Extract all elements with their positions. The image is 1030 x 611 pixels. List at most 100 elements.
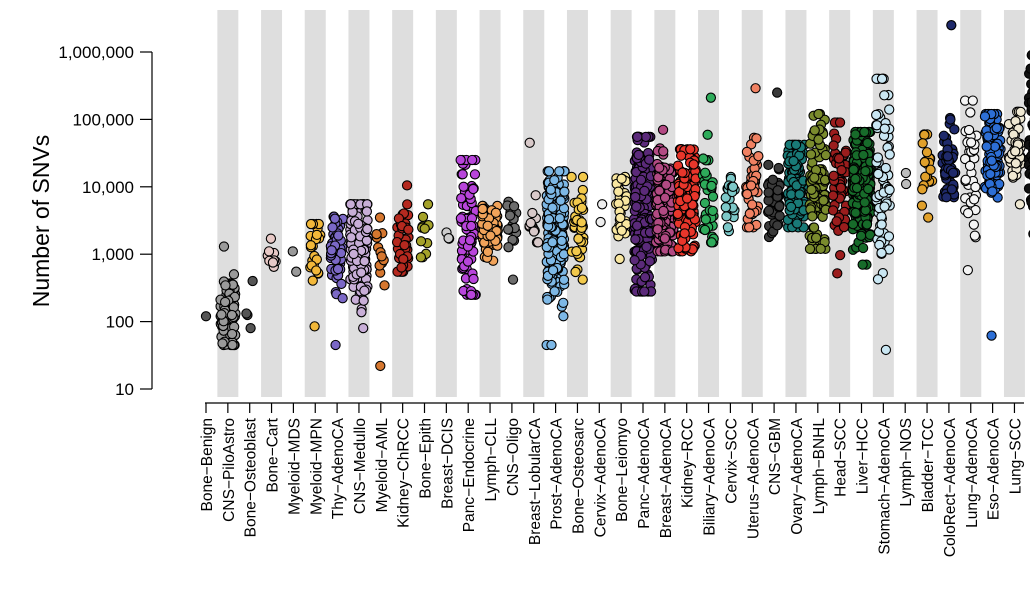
point-myeloid-mpn <box>305 240 317 251</box>
point-ovary-adenoca <box>790 139 802 150</box>
point-kidney-chrcc <box>401 180 413 191</box>
point-uterus-adenoca <box>751 133 762 144</box>
point-lymph-bnhl <box>805 149 817 160</box>
point-cns-oligo <box>503 224 514 235</box>
point-skin-melanoma <box>1026 50 1030 60</box>
point-cervix-adenoca <box>597 199 608 210</box>
point-kidney-rcc <box>688 159 699 170</box>
point-myeloid-mds <box>291 266 302 277</box>
point-bone-cart <box>267 257 279 268</box>
x-tick-label-cervix-adenoca: Cervix−AdenoCA <box>592 417 609 537</box>
x-tick-label-breast-dcis: Breast−DCIS <box>439 418 456 509</box>
point-eso-adenoca <box>986 330 997 341</box>
point-myeloid-mpn <box>311 229 323 241</box>
point-lymph-bnhl <box>818 195 829 206</box>
point-liver-hcc <box>860 165 871 177</box>
point-colorect-adenoca <box>942 151 953 162</box>
point-bone-osteosarc <box>577 184 588 196</box>
point-bone-benign <box>200 311 212 322</box>
point-breast-adenoca <box>659 192 671 203</box>
point-myeloid-mpn <box>311 265 322 276</box>
point-lung-adenoca <box>968 194 980 205</box>
column-band <box>916 10 938 397</box>
point-kidney-chrcc <box>399 239 410 251</box>
x-tick-label-cervix-scc: Cervix−SCC <box>723 418 740 504</box>
point-bone-epith <box>417 211 429 223</box>
point-stomach-adenoca <box>876 219 887 230</box>
point-prost-adenoca <box>547 237 558 248</box>
x-tick-label-lymph-bnhl: Lymph−BNHL <box>811 418 828 515</box>
point-lymph-cll <box>482 220 493 231</box>
point-stomach-adenoca <box>871 109 882 121</box>
point-eso-adenoca <box>987 186 998 197</box>
point-cns-medullo <box>358 295 369 306</box>
y-tick-label: 10,000 <box>82 178 134 197</box>
point-cervix-scc <box>722 222 734 233</box>
point-liver-hcc <box>850 207 861 218</box>
point-lung-adenoca <box>960 174 971 185</box>
x-tick-label-lung-scc: Lung−SCC <box>1008 418 1025 494</box>
point-prost-adenoca <box>547 265 559 276</box>
x-tick-label-kidney-chrcc: Kidney−ChRCC <box>396 418 413 528</box>
point-cns-medullo <box>358 322 369 334</box>
point-bone-leiomyo <box>616 225 627 236</box>
data-points <box>200 20 1030 372</box>
point-skin-melanoma <box>1026 78 1030 89</box>
point-stomach-adenoca <box>880 344 892 356</box>
point-cns-gbm <box>774 201 785 212</box>
point-panc-endocrine <box>468 273 479 285</box>
point-stomach-adenoca <box>884 184 895 196</box>
point-bone-epith <box>415 236 427 247</box>
point-lymph-bnhl <box>808 222 820 233</box>
point-lung-adenoca <box>964 160 976 172</box>
point-lymph-nos <box>900 178 912 190</box>
point-prost-adenoca <box>545 184 556 195</box>
point-cns-piloastro <box>226 328 238 340</box>
x-tick-label-lymph-nos: Lymph−NOS <box>898 418 915 507</box>
point-biliary-adenoca <box>699 167 711 178</box>
point-head-scc <box>827 190 839 201</box>
y-axis-label: Number of SNVs <box>28 135 54 308</box>
point-panc-adenoca <box>629 254 640 266</box>
point-stomach-adenoca <box>876 73 888 84</box>
y-tick-label: 1,000 <box>91 245 134 264</box>
point-kidney-chrcc <box>403 224 414 235</box>
point-cns-oligo <box>508 201 520 212</box>
point-lung-adenoca <box>963 124 975 136</box>
point-breast-adenoca <box>658 205 669 217</box>
point-bladder-tcc <box>925 164 936 175</box>
x-tick-label-stomach-adenoca: Stomach−AdenoCA <box>876 417 893 554</box>
point-kidney-chrcc <box>402 199 413 210</box>
point-cervix-adenoca <box>595 216 606 228</box>
point-stomach-adenoca <box>876 247 887 259</box>
point-biliary-adenoca <box>707 205 718 217</box>
point-panc-endocrine <box>464 235 476 246</box>
x-tick-label-breast-lobularca: Breast−LobularCA <box>527 417 544 545</box>
x-tick-label-lung-adenoca: Lung−AdenoCA <box>964 417 981 528</box>
point-liver-hcc <box>850 173 861 185</box>
point-prost-adenoca <box>558 311 569 322</box>
point-myeloid-aml <box>371 229 382 240</box>
point-lymph-bnhl <box>815 243 826 255</box>
point-lung-adenoca <box>969 230 981 241</box>
point-myeloid-mpn <box>305 218 317 230</box>
point-lung-adenoca <box>959 153 971 165</box>
point-cervix-scc <box>727 181 739 192</box>
point-uterus-adenoca <box>753 150 764 162</box>
point-stomach-adenoca <box>872 152 884 163</box>
column-band <box>479 10 501 397</box>
point-biliary-adenoca <box>705 92 717 103</box>
column-band <box>523 10 545 397</box>
point-biliary-adenoca <box>702 129 713 140</box>
point-colorect-adenoca <box>938 130 949 141</box>
point-bone-leiomyo <box>613 186 624 197</box>
point-panc-adenoca <box>630 191 641 203</box>
point-panc-adenoca <box>633 149 644 161</box>
x-tick-label-kidney-rcc: Kidney−RCC <box>680 418 697 508</box>
point-breast-lobularca <box>532 237 544 248</box>
point-breast-lobularca <box>524 137 535 148</box>
point-kidney-chrcc <box>396 262 407 273</box>
point-colorect-adenoca <box>946 184 957 195</box>
x-tick-label-myeloid-mds: Myeloid−MDS <box>286 418 303 515</box>
point-eso-adenoca <box>981 141 992 152</box>
